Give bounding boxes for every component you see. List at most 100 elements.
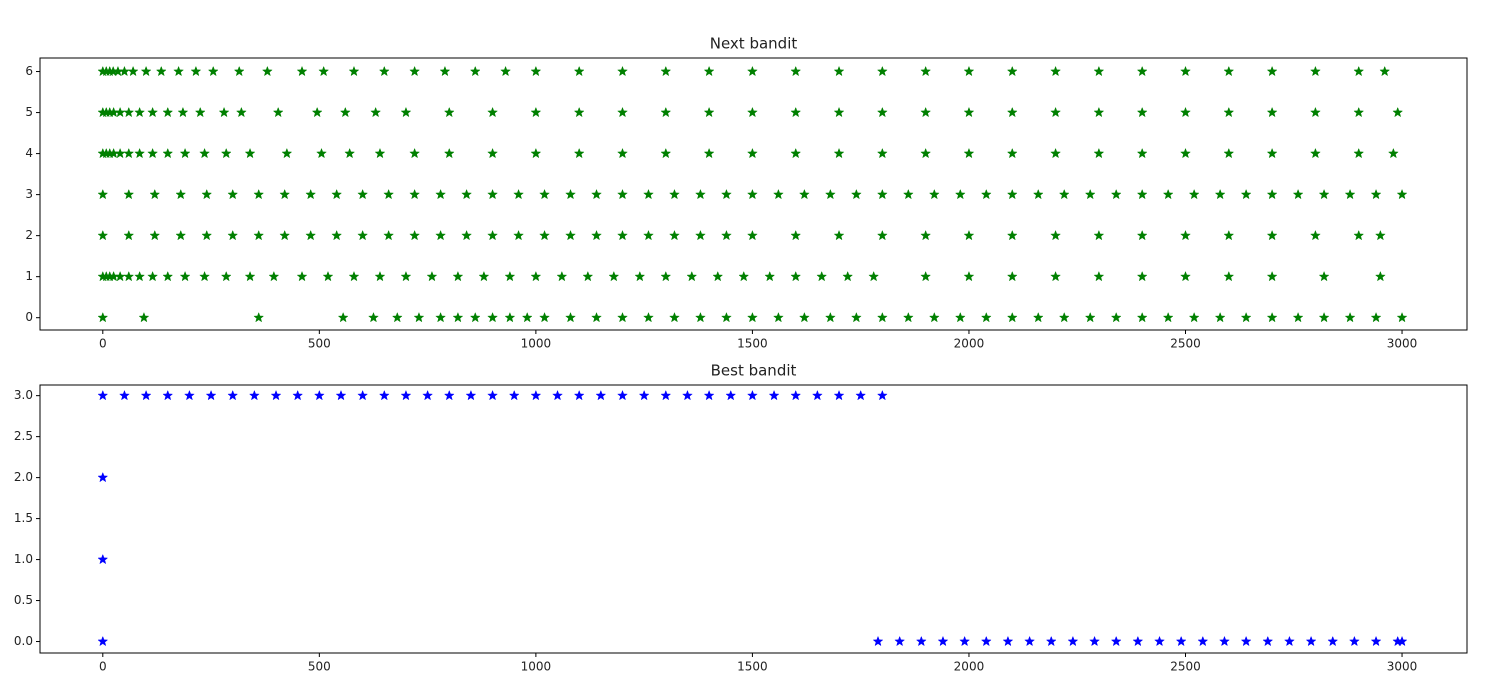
data-point [1266, 65, 1278, 77]
data-point [1309, 106, 1321, 118]
data-point [123, 147, 135, 159]
data-point [894, 635, 906, 647]
y-tick-label: 1.0 [14, 552, 33, 566]
data-point [1089, 635, 1100, 647]
data-point [331, 229, 343, 241]
data-point [1240, 188, 1252, 200]
data-point [1374, 270, 1386, 282]
data-point [959, 635, 971, 647]
data-point [205, 389, 217, 401]
x-tick-label: 0 [99, 337, 107, 351]
data-point [140, 389, 152, 401]
data-point [937, 635, 949, 647]
data-point [1396, 635, 1408, 647]
y-tick-label: 2.0 [14, 470, 33, 484]
data-point [331, 188, 343, 200]
data-point [591, 311, 602, 323]
data-point [833, 106, 845, 118]
chart-title: Next bandit [710, 35, 798, 53]
data-point [270, 389, 282, 401]
data-point [617, 389, 628, 401]
data-point [1006, 270, 1018, 282]
data-point [1180, 270, 1191, 282]
data-point [147, 270, 159, 282]
data-point [790, 106, 802, 118]
data-point [824, 311, 836, 323]
data-point [227, 188, 239, 200]
data-point [400, 389, 412, 401]
data-point [539, 311, 550, 323]
data-point [439, 65, 451, 77]
data-point [253, 229, 265, 241]
data-point [1370, 635, 1382, 647]
data-point [746, 229, 758, 241]
data-point [720, 188, 732, 200]
data-point [97, 311, 109, 323]
data-point [643, 311, 654, 323]
data-point [97, 471, 109, 483]
data-point [876, 188, 888, 200]
data-point [201, 188, 213, 200]
data-point [339, 106, 351, 118]
data-point [114, 106, 126, 118]
data-point [1162, 311, 1174, 323]
data-point [1006, 229, 1018, 241]
data-point [660, 389, 672, 401]
data-point [1084, 311, 1096, 323]
data-point [798, 311, 810, 323]
data-point [746, 147, 758, 159]
data-point [1318, 188, 1330, 200]
x-tick-label: 500 [308, 660, 331, 674]
data-point [1084, 188, 1096, 200]
data-point [1370, 188, 1382, 200]
data-point [833, 65, 845, 77]
data-point [1006, 311, 1018, 323]
data-point [695, 311, 706, 323]
data-point [703, 389, 715, 401]
x-tick-label: 3000 [1387, 337, 1418, 351]
data-point [790, 270, 802, 282]
data-point [162, 389, 174, 401]
data-point [920, 229, 932, 241]
data-point [97, 229, 109, 241]
data-point [138, 311, 150, 323]
data-point [1180, 65, 1191, 77]
y-tick-label: 2 [25, 228, 33, 242]
data-point [378, 65, 390, 77]
data-point [1392, 106, 1404, 118]
data-point [487, 188, 498, 200]
data-point [123, 270, 135, 282]
data-point [149, 188, 161, 200]
data-point [643, 188, 654, 200]
data-point [1050, 147, 1062, 159]
data-point [1283, 635, 1295, 647]
data-point [1374, 229, 1386, 241]
data-point [400, 106, 412, 118]
data-point [1353, 106, 1365, 118]
data-point [175, 188, 187, 200]
data-point [400, 270, 412, 282]
data-point [591, 229, 602, 241]
data-point [539, 188, 550, 200]
data-point [435, 311, 447, 323]
data-point [1110, 311, 1122, 323]
data-point [292, 389, 304, 401]
data-point [179, 147, 191, 159]
data-point [703, 147, 715, 159]
data-point [348, 270, 360, 282]
data-point [253, 311, 265, 323]
data-point [1175, 635, 1187, 647]
data-point [963, 229, 975, 241]
data-point [573, 147, 585, 159]
data-point [530, 147, 542, 159]
data-point [725, 389, 737, 401]
data-point [1318, 311, 1330, 323]
data-point [435, 229, 447, 241]
data-point [1050, 229, 1062, 241]
data-point [409, 65, 421, 77]
y-tick-label: 4 [25, 146, 33, 160]
data-point [443, 106, 455, 118]
data-point [1180, 106, 1191, 118]
data-point [928, 188, 940, 200]
data-point [337, 311, 349, 323]
